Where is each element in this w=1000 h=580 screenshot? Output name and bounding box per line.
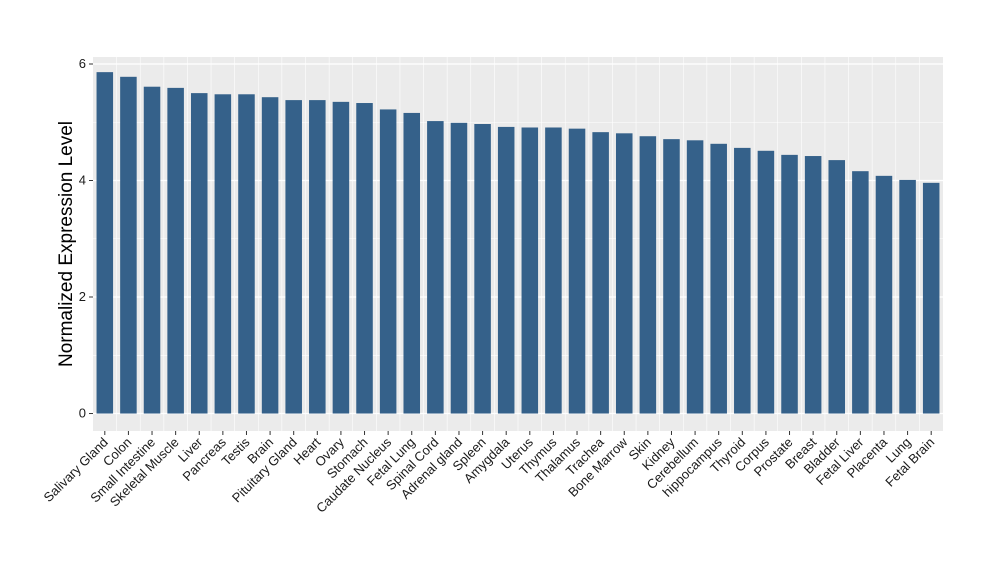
bar — [238, 94, 255, 414]
bar — [710, 143, 727, 414]
bar — [143, 86, 161, 414]
bar — [545, 127, 562, 414]
bar — [190, 93, 208, 414]
bar — [615, 133, 633, 414]
bar — [497, 126, 515, 414]
bar — [167, 87, 184, 414]
bar — [663, 139, 680, 414]
bar — [852, 171, 869, 414]
bar — [828, 160, 846, 414]
bar — [757, 150, 775, 414]
y-tick-label: 4 — [79, 173, 86, 188]
bar — [781, 154, 798, 414]
bar — [875, 175, 893, 414]
bar — [214, 94, 232, 414]
bar — [332, 101, 350, 414]
bar — [261, 97, 279, 414]
bar — [450, 122, 468, 414]
bar — [922, 182, 940, 414]
y-tick-label: 6 — [79, 56, 86, 71]
bar — [427, 121, 444, 414]
y-axis-title: Normalized Expression Level — [56, 121, 77, 367]
minor-gridlines — [93, 57, 943, 431]
bar — [804, 156, 822, 414]
bar — [639, 136, 657, 414]
bar — [96, 72, 114, 414]
major-gridlines — [93, 63, 943, 415]
bar — [521, 127, 539, 414]
y-tick-label: 0 — [79, 406, 86, 421]
bar — [309, 100, 326, 414]
y-tick-label: 2 — [79, 289, 86, 304]
bar — [734, 147, 751, 414]
bar — [568, 128, 586, 414]
bar — [120, 76, 137, 414]
bar — [686, 140, 704, 414]
bar — [474, 123, 491, 414]
bar — [356, 103, 373, 414]
bar — [403, 112, 421, 414]
bar — [899, 179, 916, 414]
bars — [96, 72, 940, 414]
y-axis: 0 2 4 6 — [79, 56, 93, 421]
bar — [379, 109, 397, 414]
bar — [285, 100, 302, 414]
bar — [592, 132, 609, 414]
